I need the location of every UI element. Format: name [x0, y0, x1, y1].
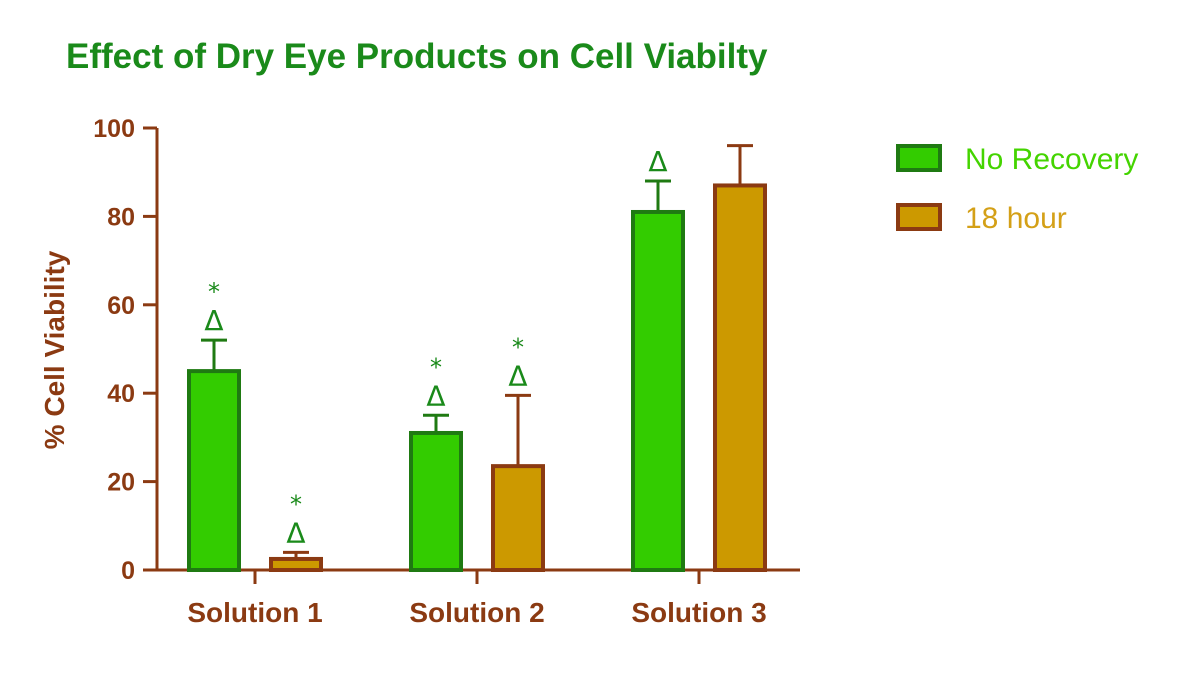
significance-delta: Δ	[508, 359, 527, 392]
significance-star: *	[290, 490, 302, 518]
y-axis-title: % Cell Viability	[39, 250, 70, 449]
legend-label: 18 hour	[965, 202, 1067, 235]
bar	[187, 369, 241, 572]
significance-delta: Δ	[286, 516, 305, 549]
bar	[631, 209, 685, 572]
y-tick-label: 80	[107, 203, 135, 231]
significance-delta: Δ	[426, 379, 445, 412]
x-tick-label: Solution 3	[631, 597, 766, 628]
significance-star: *	[208, 278, 220, 306]
significance-delta: Δ	[204, 304, 223, 337]
bar	[491, 464, 545, 573]
significance-delta: Δ	[648, 145, 667, 178]
x-tick-label: Solution 1	[187, 597, 322, 628]
y-tick-label: 0	[121, 557, 135, 585]
legend: No Recovery 18 hour	[896, 143, 1138, 235]
bar	[713, 183, 767, 573]
y-tick-label: 60	[107, 292, 135, 320]
legend-swatch	[896, 144, 942, 172]
y-tick-label: 100	[93, 115, 135, 143]
legend-swatch	[896, 203, 942, 231]
y-tick-label: 20	[107, 469, 135, 497]
significance-star: *	[512, 333, 524, 361]
chart-title: Effect of Dry Eye Products on Cell Viabi…	[66, 37, 768, 76]
significance-star: *	[430, 353, 442, 381]
x-tick-label: Solution 2	[409, 597, 544, 628]
bar	[269, 556, 323, 573]
bar	[409, 430, 463, 573]
legend-label: No Recovery	[965, 143, 1138, 176]
y-tick-label: 40	[107, 380, 135, 408]
